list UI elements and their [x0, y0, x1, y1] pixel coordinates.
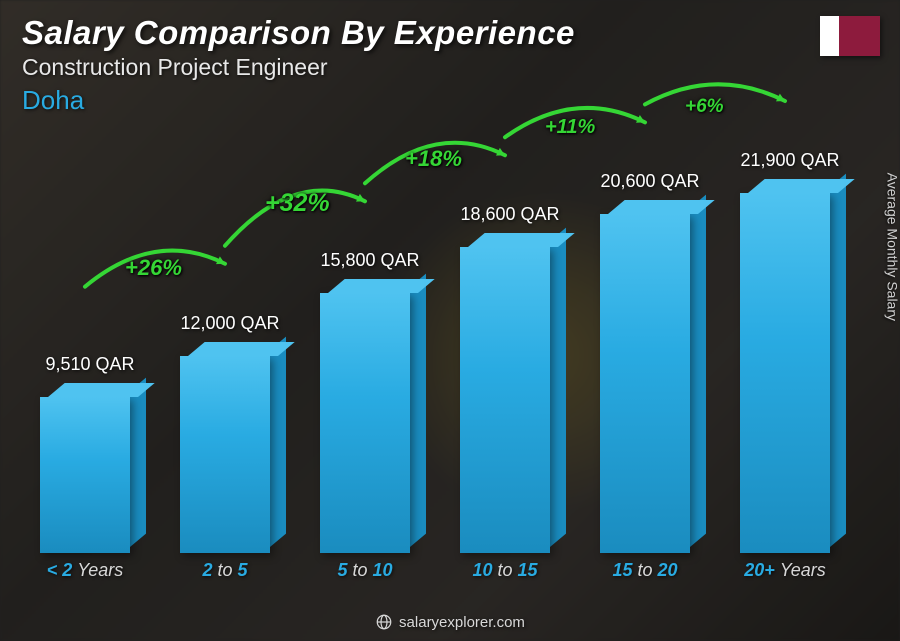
job-subtitle: Construction Project Engineer: [22, 54, 575, 81]
main-title: Salary Comparison By Experience: [22, 14, 575, 52]
flag-maroon-band: [839, 16, 880, 56]
footer-text: salaryexplorer.com: [399, 614, 525, 631]
increase-arrow-4: [30, 81, 900, 581]
infographic-container: Salary Comparison By Experience Construc…: [0, 0, 900, 641]
footer-attribution: salaryexplorer.com: [0, 613, 900, 631]
pct-label-4: +6%: [685, 96, 724, 118]
globe-icon: [375, 613, 393, 631]
flag-serration: [832, 16, 839, 56]
qatar-flag-icon: [820, 16, 880, 56]
bar-chart: 9,510 QAR< 2 Years12,000 QAR2 to 515,800…: [30, 121, 860, 581]
